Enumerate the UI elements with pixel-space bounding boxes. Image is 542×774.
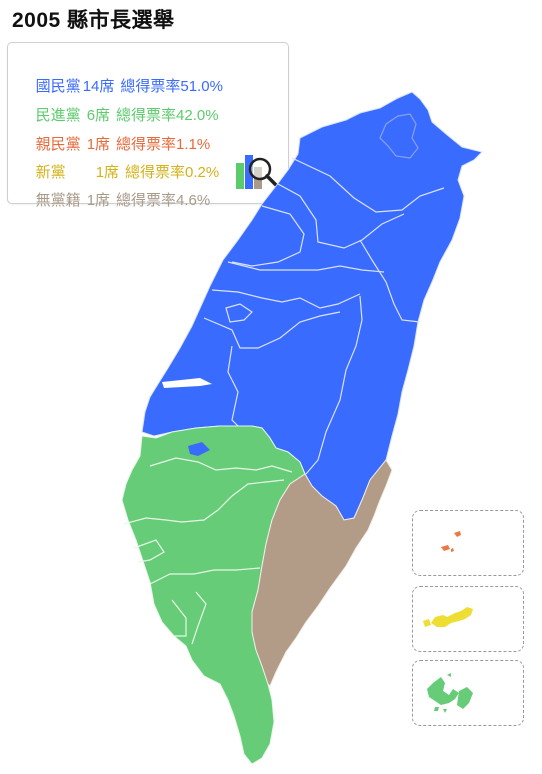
island-dpp — [434, 707, 439, 711]
island-dpp — [427, 677, 459, 705]
legend-share: 總得票率0.2% — [125, 164, 220, 181]
region-dpp[interactable] — [121, 425, 306, 765]
legend-item-independent[interactable]: 無黨籍 1席 總得票率4.6% — [19, 172, 211, 227]
legend-item-kmt[interactable]: 國民黨 14席 總得票率51.0% — [19, 58, 223, 113]
island-pfp — [441, 545, 450, 551]
region-taipei-outline — [379, 113, 419, 159]
legend-seats: 6席 — [86, 107, 111, 124]
legend-party: 新黨 — [35, 164, 66, 181]
island-dpp — [447, 673, 451, 677]
legend-seats: 14席 — [82, 78, 115, 95]
inset-kinmen-map — [423, 607, 473, 627]
island-pfp — [451, 548, 454, 552]
island-dpp — [457, 687, 473, 709]
inset-penghu-map — [427, 673, 473, 713]
legend-party: 無黨籍 — [35, 192, 81, 209]
inset-kinmen[interactable] — [412, 586, 524, 652]
island-dpp — [443, 709, 447, 713]
legend-item-pfp[interactable]: 親民黨 1席 總得票率1.1% — [19, 116, 211, 171]
island-np — [423, 619, 431, 627]
legend-party: 國民黨 — [35, 78, 81, 95]
legend-share: 總得票率4.6% — [116, 192, 211, 209]
legend-item-dpp[interactable]: 民進黨 6席 總得票率42.0% — [19, 87, 219, 142]
legend-seats: 1席 — [86, 136, 111, 153]
county-borders-south — [123, 457, 293, 645]
region-independent[interactable] — [251, 459, 393, 687]
island-pfp — [454, 531, 461, 537]
reservoir — [188, 442, 210, 456]
county-borders-north — [203, 157, 445, 475]
inset-penghu[interactable] — [412, 660, 524, 726]
legend-seats: 1席 — [95, 164, 120, 181]
legend-box: 國民黨 14席 總得票率51.0% 民進黨 6席 總得票率42.0% 親民黨 1席 總得票率… — [7, 42, 289, 209]
legend-share: 總得票率51.0% — [120, 78, 223, 95]
legend-party: 親民黨 — [35, 136, 81, 153]
inset-matsu[interactable] — [412, 510, 524, 576]
legend-party: 民進黨 — [35, 107, 81, 124]
river-notch — [162, 378, 212, 388]
legend-item-np[interactable]: 新黨 1席 總得票率0.2% — [19, 144, 220, 199]
legend-share: 總得票率1.1% — [116, 136, 211, 153]
legend-share: 總得票率42.0% — [116, 107, 219, 124]
page-title: 2005 縣市長選舉 — [12, 9, 175, 32]
island-np — [431, 607, 473, 627]
bar-chart-magnifier-icon[interactable] — [234, 151, 280, 197]
inset-matsu-map — [441, 531, 461, 552]
legend-seats: 1席 — [86, 192, 111, 209]
